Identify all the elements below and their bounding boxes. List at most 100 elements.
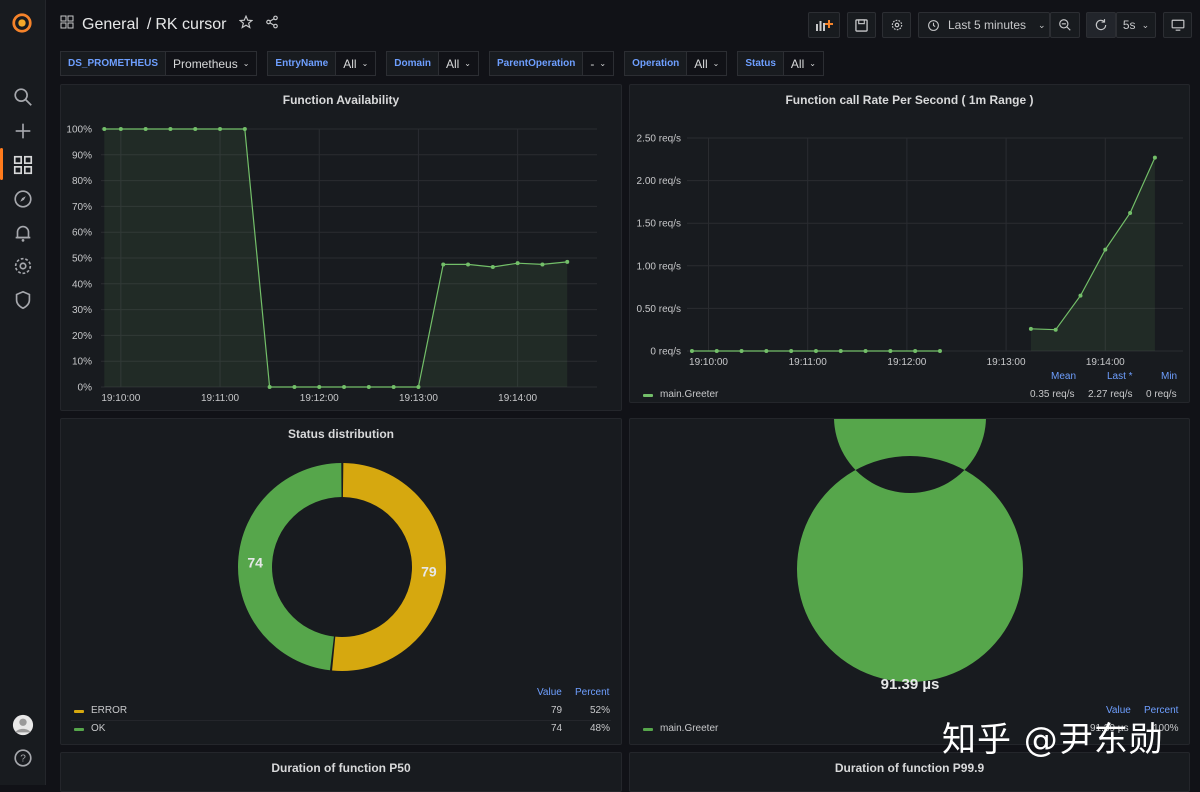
panel-title: Status distribution [288,427,394,441]
share-icon[interactable] [265,15,279,34]
slice-value-label: 74 [247,554,263,570]
variable-value: All [343,56,357,71]
data-point [714,349,719,353]
variable-label: EntryName [267,51,337,76]
star-icon[interactable] [238,14,253,34]
legend-series-name[interactable]: main.Greeter [660,723,719,734]
variable-select[interactable]: - ⌄ [583,51,615,76]
panel-status-distribution[interactable]: Status distribution 79 74 Value Percent E… [60,418,622,745]
variable-value: Prometheus [173,56,238,71]
data-point [218,127,223,131]
y-tick-label: 100% [66,125,92,136]
legend-mean-value: 0.35 req/s [1030,389,1075,400]
explore-icon[interactable] [12,188,34,210]
data-point [789,349,794,353]
panel-function-availability[interactable]: Function Availability 0% 10% 20% 30% 40% 50% 6… [60,84,622,411]
variable-domain: Domain All ⌄ [386,51,479,76]
y-tick-label: 40% [72,279,92,290]
refresh-icon [1095,19,1107,31]
variable-select[interactable]: All ⌄ [438,51,479,76]
add-panel-icon [816,20,833,31]
legend-value: 79 [551,705,563,716]
data-point [441,262,446,267]
donut-slice-error [332,463,446,671]
breadcrumb-folder[interactable]: General [82,15,139,33]
refresh-button[interactable] [1086,12,1116,38]
legend-header-mean[interactable]: Mean [1051,371,1077,382]
tv-mode-button[interactable] [1163,12,1192,38]
svg-text:?: ? [20,754,26,765]
variable-ds-prometheus: DS_PROMETHEUS Prometheus ⌄ [60,51,258,76]
legend-series-name[interactable]: OK [91,723,106,734]
panel-function-call-rate[interactable]: Function call Rate Per Second ( 1m Range… [629,84,1190,403]
add-panel-button[interactable] [808,12,840,38]
shield-icon[interactable] [12,289,34,311]
grafana-logo-icon[interactable] [11,12,33,34]
chevron-down-icon: ⌄ [1038,19,1046,30]
x-tick-label: 19:12:00 [887,357,926,368]
dashboard-settings-button[interactable] [882,12,911,38]
refresh-interval-picker[interactable]: 5s ⌄ [1116,12,1156,38]
series-area-fill [1030,157,1155,351]
search-icon[interactable] [12,86,34,108]
panel-title: Function call Rate Per Second ( 1m Range… [785,93,1034,107]
legend-color-swatch [74,710,84,713]
variable-entryname: EntryName All ⌄ [267,51,377,76]
legend-header-value[interactable]: Value [537,687,562,698]
legend-min-value: 0 req/s [1146,389,1177,400]
help-icon[interactable]: ? [12,747,34,769]
legend-header-min[interactable]: Min [1161,371,1178,382]
legend-header-last[interactable]: Last * [1107,371,1133,382]
data-point [102,127,107,131]
save-dashboard-button[interactable] [847,12,876,38]
data-point [317,385,322,389]
panel-duration-p50[interactable]: Duration of function P50 [60,752,622,792]
variable-label: Domain [386,51,439,76]
zoom-out-button[interactable] [1050,12,1080,38]
variable-select[interactable]: All ⌄ [687,51,728,76]
data-point [937,349,942,353]
data-point [342,385,347,389]
legend-header-percent[interactable]: Percent [575,687,610,698]
time-picker-button[interactable]: Last 5 minutes ⌄ [918,12,1050,38]
data-point [391,385,396,389]
rate-chart: 0 req/s 0.50 req/s 1.00 req/s 1.50 req/s 2.0… [637,134,1183,368]
breadcrumb-separator: / [146,15,152,33]
data-point [863,349,868,353]
y-tick-label: 70% [72,202,92,213]
data-point [764,349,769,353]
legend-series-name[interactable]: ERROR [91,705,128,716]
data-point [739,349,744,353]
config-gear-icon[interactable] [12,255,34,277]
x-tick-label: 19:11:00 [201,393,240,404]
alerting-icon[interactable] [12,222,34,244]
avatar[interactable] [12,714,34,736]
legend-header-value[interactable]: Value [1106,705,1131,716]
chevron-down-icon: ⌄ [599,59,607,68]
variable-select[interactable]: Prometheus ⌄ [166,51,258,76]
data-point [913,349,918,353]
duration-value-label: 91.39 µs [881,676,940,693]
variable-operation: Operation All ⌄ [624,51,728,76]
dashboard-title[interactable]: RK cursor [155,15,227,33]
panel-duration-of-function[interactable]: Duration of function 91.39 µs Value Perc… [629,418,1190,745]
legend-series-name[interactable]: main.Greeter [660,389,719,400]
variable-select[interactable]: All ⌄ [783,51,824,76]
time-range-label: Last 5 minutes [948,18,1027,32]
y-tick-label: 0 req/s [650,347,681,358]
y-tick-label: 1.50 req/s [637,219,681,230]
data-point [242,127,247,131]
x-tick-label: 19:11:00 [789,357,828,368]
template-variables-bar: DS_PROMETHEUS Prometheus ⌄ EntryName All ⌄… [60,51,824,76]
dashboards-icon[interactable] [12,154,34,176]
data-point [813,349,818,353]
series-line [1030,157,1156,331]
data-point [292,385,297,389]
legend-header-percent[interactable]: Percent [1144,705,1179,716]
data-point [143,127,148,131]
data-point [838,349,843,353]
y-tick-label: 2.00 req/s [637,176,681,187]
chevron-down-icon: ⌄ [1141,19,1150,30]
variable-select[interactable]: All ⌄ [336,51,377,76]
plus-icon[interactable] [12,120,34,142]
